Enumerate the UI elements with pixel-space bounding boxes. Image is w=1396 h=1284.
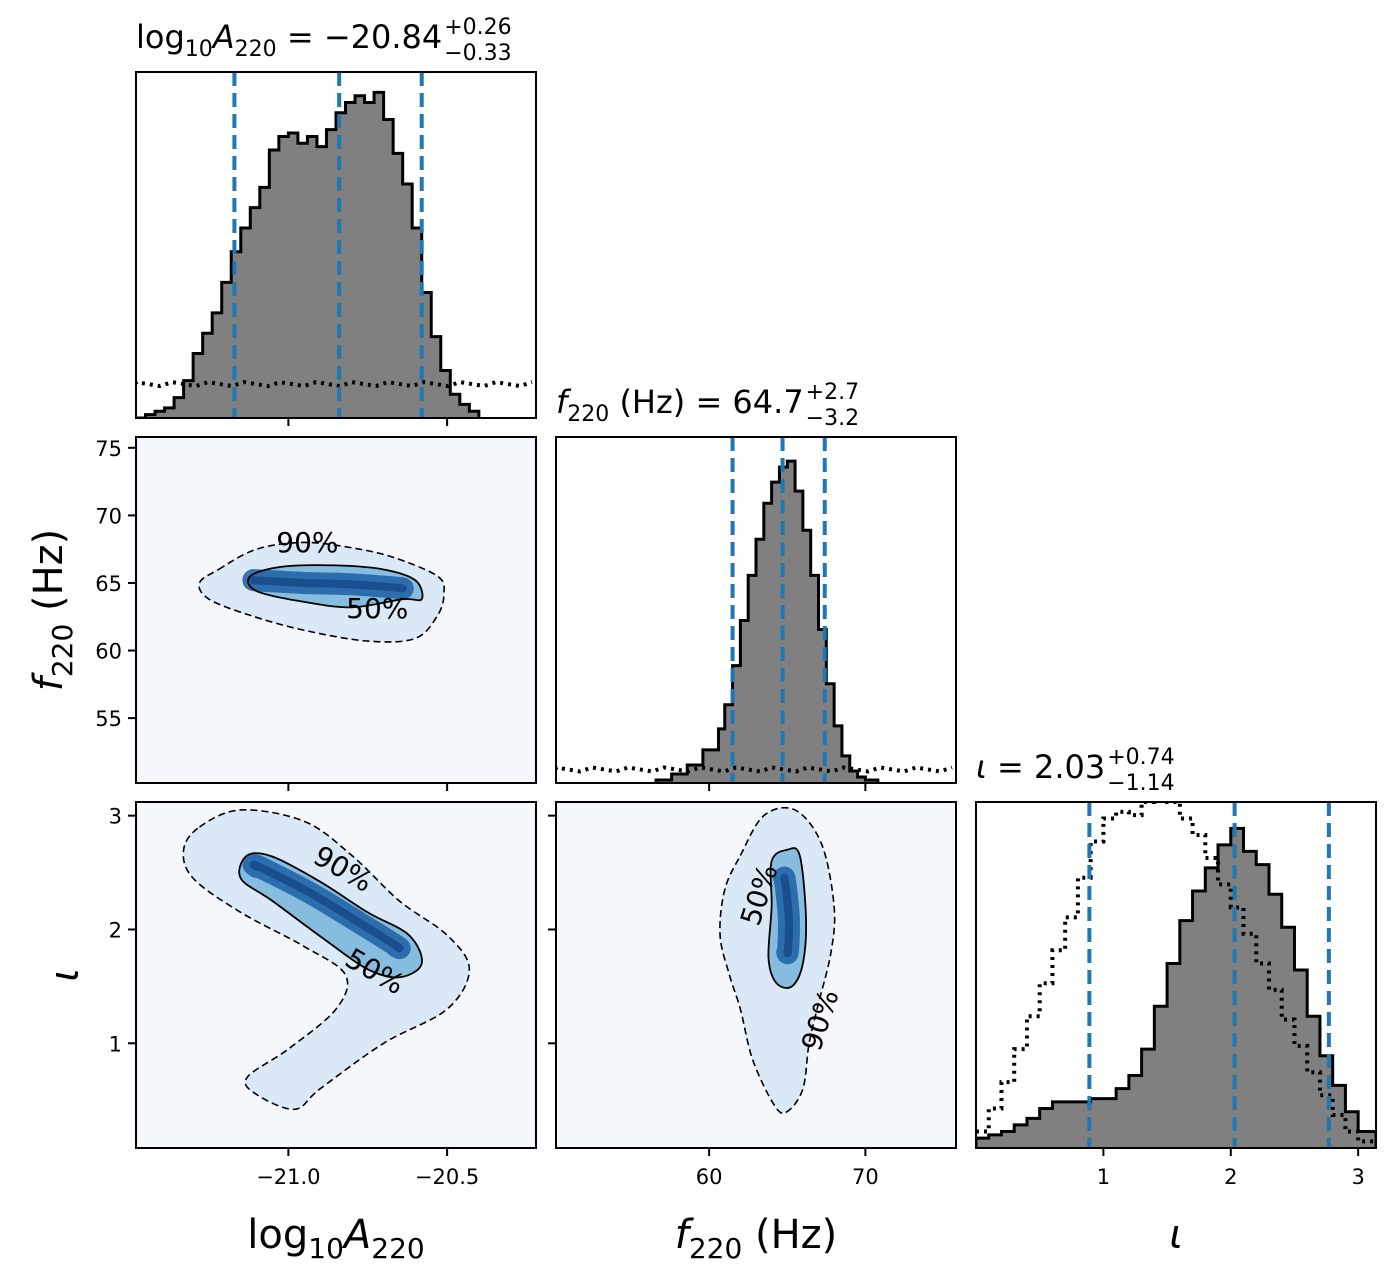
panel-A_vs_f: 90%50% — [136, 437, 536, 783]
prior-hist-dotted — [556, 765, 953, 774]
axis-label-part: 220 — [689, 1232, 742, 1265]
panel-title: ι = 2.03 — [976, 748, 1105, 786]
title-log-sub: 10 — [185, 37, 213, 62]
axis-label-part: (Hz) — [742, 1212, 837, 1258]
title-var-sub: 220 — [235, 37, 277, 62]
x-tick-label: 70 — [852, 1165, 879, 1189]
y-tick-label: 1 — [109, 1032, 122, 1056]
contour-50 — [767, 847, 808, 989]
panel-iota_marginal — [976, 802, 1376, 1148]
y-tick-label: 2 — [109, 918, 122, 942]
axis-label-part: 220 — [371, 1232, 424, 1265]
y-tick-label: 3 — [109, 805, 122, 829]
x-tick-label: −20.5 — [415, 1165, 479, 1189]
y-tick-label: 70 — [95, 504, 122, 528]
density-peak — [249, 576, 407, 593]
axis-label-part: log — [247, 1212, 308, 1258]
title-value: = 2.03 — [987, 748, 1105, 786]
y-tick-label: 55 — [95, 707, 122, 731]
panel-frame — [135, 71, 537, 419]
x-tick-label: 2 — [1224, 1165, 1237, 1189]
title-value: = −20.84 — [277, 18, 443, 56]
panel-frame — [555, 436, 957, 784]
panel-A_marginal — [136, 72, 533, 418]
x-tick-label: 3 — [1351, 1165, 1364, 1189]
title-err-plus: +0.74 — [1107, 745, 1174, 770]
contour-50 — [247, 564, 424, 609]
title-err-minus: −1.14 — [1107, 771, 1174, 796]
axis-label-part: (Hz) — [26, 529, 72, 624]
contour-90 — [719, 806, 836, 1115]
panel-title: f220 (Hz) = 64.7 — [556, 383, 804, 427]
panel-frame — [135, 801, 537, 1149]
contour-label-90: 90% — [276, 526, 338, 559]
posterior-hist-fill — [136, 92, 479, 418]
x-tick-label: 1 — [1097, 1165, 1110, 1189]
y-tick-label: 60 — [95, 640, 122, 664]
title-var: A — [211, 18, 235, 56]
x-axis-label-iota: ι — [1169, 1212, 1183, 1258]
contour-label-50: 50% — [346, 592, 408, 625]
panel-f_vs_iota: 50%90% — [556, 802, 956, 1148]
axis-label-part: 10 — [308, 1232, 344, 1265]
panel-frame — [135, 436, 537, 784]
density-peak — [780, 873, 793, 958]
posterior-hist-outline — [654, 459, 880, 783]
contour-90 — [198, 541, 445, 643]
title-value: (Hz) = 64.7 — [609, 383, 803, 421]
title-err-plus: +0.26 — [444, 15, 511, 40]
contour-50 — [238, 852, 423, 979]
panel-f_marginal — [556, 437, 953, 783]
contour-90 — [182, 809, 471, 1111]
y-tick-label: 75 — [95, 437, 122, 461]
y-axis-label-f: f220 (Hz) — [26, 529, 79, 692]
x-axis-label-f: f220 (Hz) — [675, 1212, 838, 1265]
posterior-hist-fill — [976, 828, 1376, 1148]
y-tick-label: 65 — [95, 572, 122, 596]
title-err-plus: +2.7 — [806, 380, 859, 405]
posterior-hist-outline — [976, 826, 1376, 1148]
panel-A_vs_iota: 90%50% — [136, 802, 536, 1148]
x-axis-label-logA: log10A220 — [247, 1212, 424, 1265]
title-log: log — [136, 18, 185, 56]
y-axis-label-iota: ι — [42, 968, 88, 982]
axis-label-part: 220 — [46, 624, 79, 677]
density-peak — [249, 860, 404, 953]
x-tick-label: 60 — [696, 1165, 723, 1189]
axis-label-part: A — [341, 1212, 371, 1258]
title-err-minus: −3.2 — [806, 406, 859, 431]
panel-title: log10A220 = −20.84 — [136, 18, 442, 62]
title-var: ι — [976, 748, 987, 786]
title-var-sub: 220 — [567, 402, 609, 427]
panel-frame — [555, 801, 957, 1149]
x-tick-label: −21.0 — [256, 1165, 320, 1189]
title-err-minus: −0.33 — [444, 41, 511, 66]
posterior-hist-fill — [656, 461, 878, 783]
panel-frame — [975, 801, 1377, 1149]
prior-hist-dotted — [136, 380, 533, 389]
